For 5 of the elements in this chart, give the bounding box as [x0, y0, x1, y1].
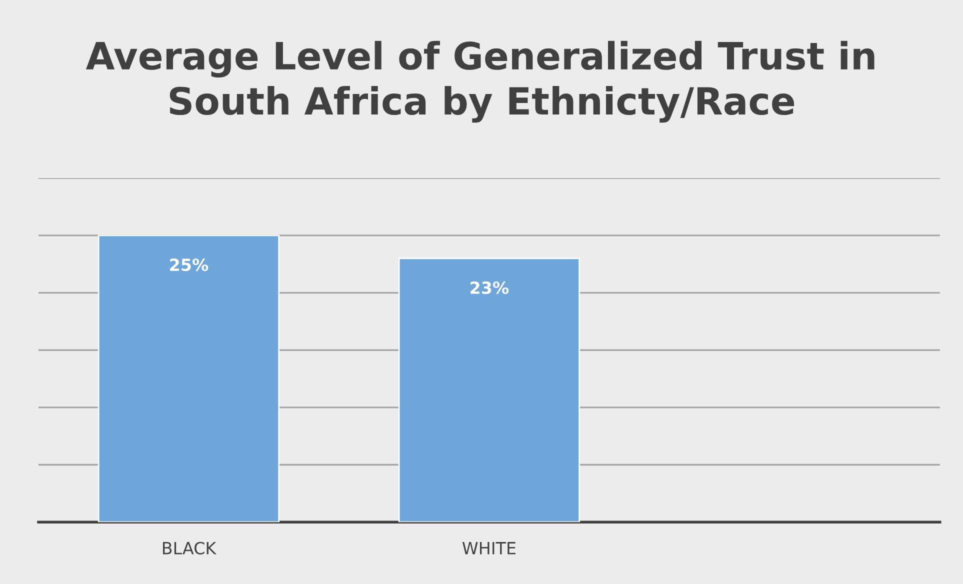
x-tick-label: WHITE	[462, 542, 516, 554]
data-label: 23%	[470, 281, 509, 294]
data-label: 25%	[170, 258, 208, 272]
chart-title: Average Level of Generalized Trust in South Africa by Ethnicty/Race	[86, 40, 874, 123]
x-tick-label: BLACK	[162, 542, 216, 554]
